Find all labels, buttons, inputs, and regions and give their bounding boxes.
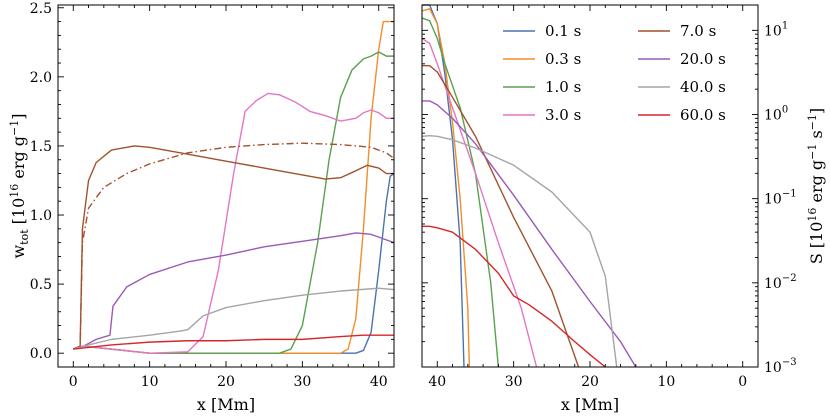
left-ytick-label: 2.5 [30,1,52,17]
left-series-line [73,232,395,350]
left-ytick-label: 0.5 [30,277,52,293]
right-ytick-label: 10−1 [764,189,797,208]
right-ytick-label: 10−2 [764,273,797,292]
left-series-line [73,20,394,354]
right-ylabel-main: S [807,253,826,264]
right-xtick-label: 30 [505,374,523,390]
legend-label: 0.1 s [545,22,581,40]
left-ylabel-unit-post: ] [9,113,28,119]
right-xtick-label: 20 [581,374,599,390]
right-ytick-label: 100 [764,105,788,124]
right-xlabel: x [Mm] [561,395,619,414]
legend-label: 20.0 s [680,50,726,68]
right-axes-frame [421,4,759,368]
right-ylabel-unit-exp: 16 [806,208,819,222]
left-xtick-label: 0 [69,374,78,390]
legend-label: 1.0 s [545,78,581,96]
left-ytick-label: 0.0 [30,346,52,362]
right-series-line [422,64,580,368]
left-xtick-label: 10 [141,374,159,390]
left-ytick-label: 1.0 [30,208,52,224]
left-series-line [73,142,395,350]
left-xtick-label: 40 [370,374,388,390]
right-ylabel-unit-mid: erg g [807,160,826,208]
right-series-line [421,134,618,368]
right-xtick-label: 40 [428,374,446,390]
right-ylabel: S[1016 erg g−1 s−1] [806,108,826,264]
left-ylabel: wtot [1016 erg g−1] [8,113,31,258]
legend-label: 7.0 s [680,22,716,40]
right-ylabel-unit-pre: [10 [807,222,826,249]
right-ylabel-unit-post: ] [807,108,826,114]
right-ytick-label: 101 [764,20,788,39]
legend: 0.1 s 7.0 s 0.3 s 20.0 s 1.0 s 40.0 s 3.0 s 60.… [503,22,726,124]
right-xtick-label: 10 [657,374,675,390]
right-ylabel-unit-mid2: s [807,130,826,143]
left-xtick-label: 20 [217,374,235,390]
left-ylabel-unit-exp2: −1 [8,120,21,136]
left-series-line [73,92,394,354]
right-ytick-label: 10−3 [764,357,797,376]
left-xlabel: x [Mm] [197,395,255,414]
left-ylabel-sub: tot [18,229,31,245]
left-series-line [73,334,394,350]
left-series-line [73,287,395,350]
right-ylabel-unit-exp3: −1 [806,114,819,130]
left-axes-frame [57,4,395,368]
right-series-line [422,100,637,368]
left-ylabel-unit-pre: [10 [9,198,28,225]
left-ticks-group: 0 10 20 30 40 0.0 0.5 1.0 1.5 2.0 2.5 [30,1,395,390]
legend-label: 3.0 s [545,106,581,124]
left-series-line [73,51,394,354]
legend-label: 40.0 s [680,78,726,96]
right-series-line [421,8,471,368]
legend-label: 60.0 s [680,106,726,124]
left-xtick-label: 30 [293,374,311,390]
right-series-line [421,17,500,368]
left-ylabel-unit-mid: erg g [9,136,28,184]
legend-label: 0.3 s [545,50,581,68]
left-ytick-label: 1.5 [30,139,52,155]
right-series-line [421,37,538,368]
left-series-line [73,145,394,350]
right-series-line [422,225,606,368]
left-ylabel-main: w [9,245,28,259]
left-ylabel-unit-exp: 16 [8,184,21,198]
right-xtick-label: 0 [738,374,747,390]
left-panel: 0 10 20 30 40 0.0 0.5 1.0 1.5 2.0 2.5 x [Mm] wtot [… [8,1,395,414]
right-ylabel-unit-exp2: −1 [806,144,819,160]
left-ytick-label: 2.0 [30,70,52,86]
left-series-group [73,20,395,354]
left-series-line [73,172,395,354]
